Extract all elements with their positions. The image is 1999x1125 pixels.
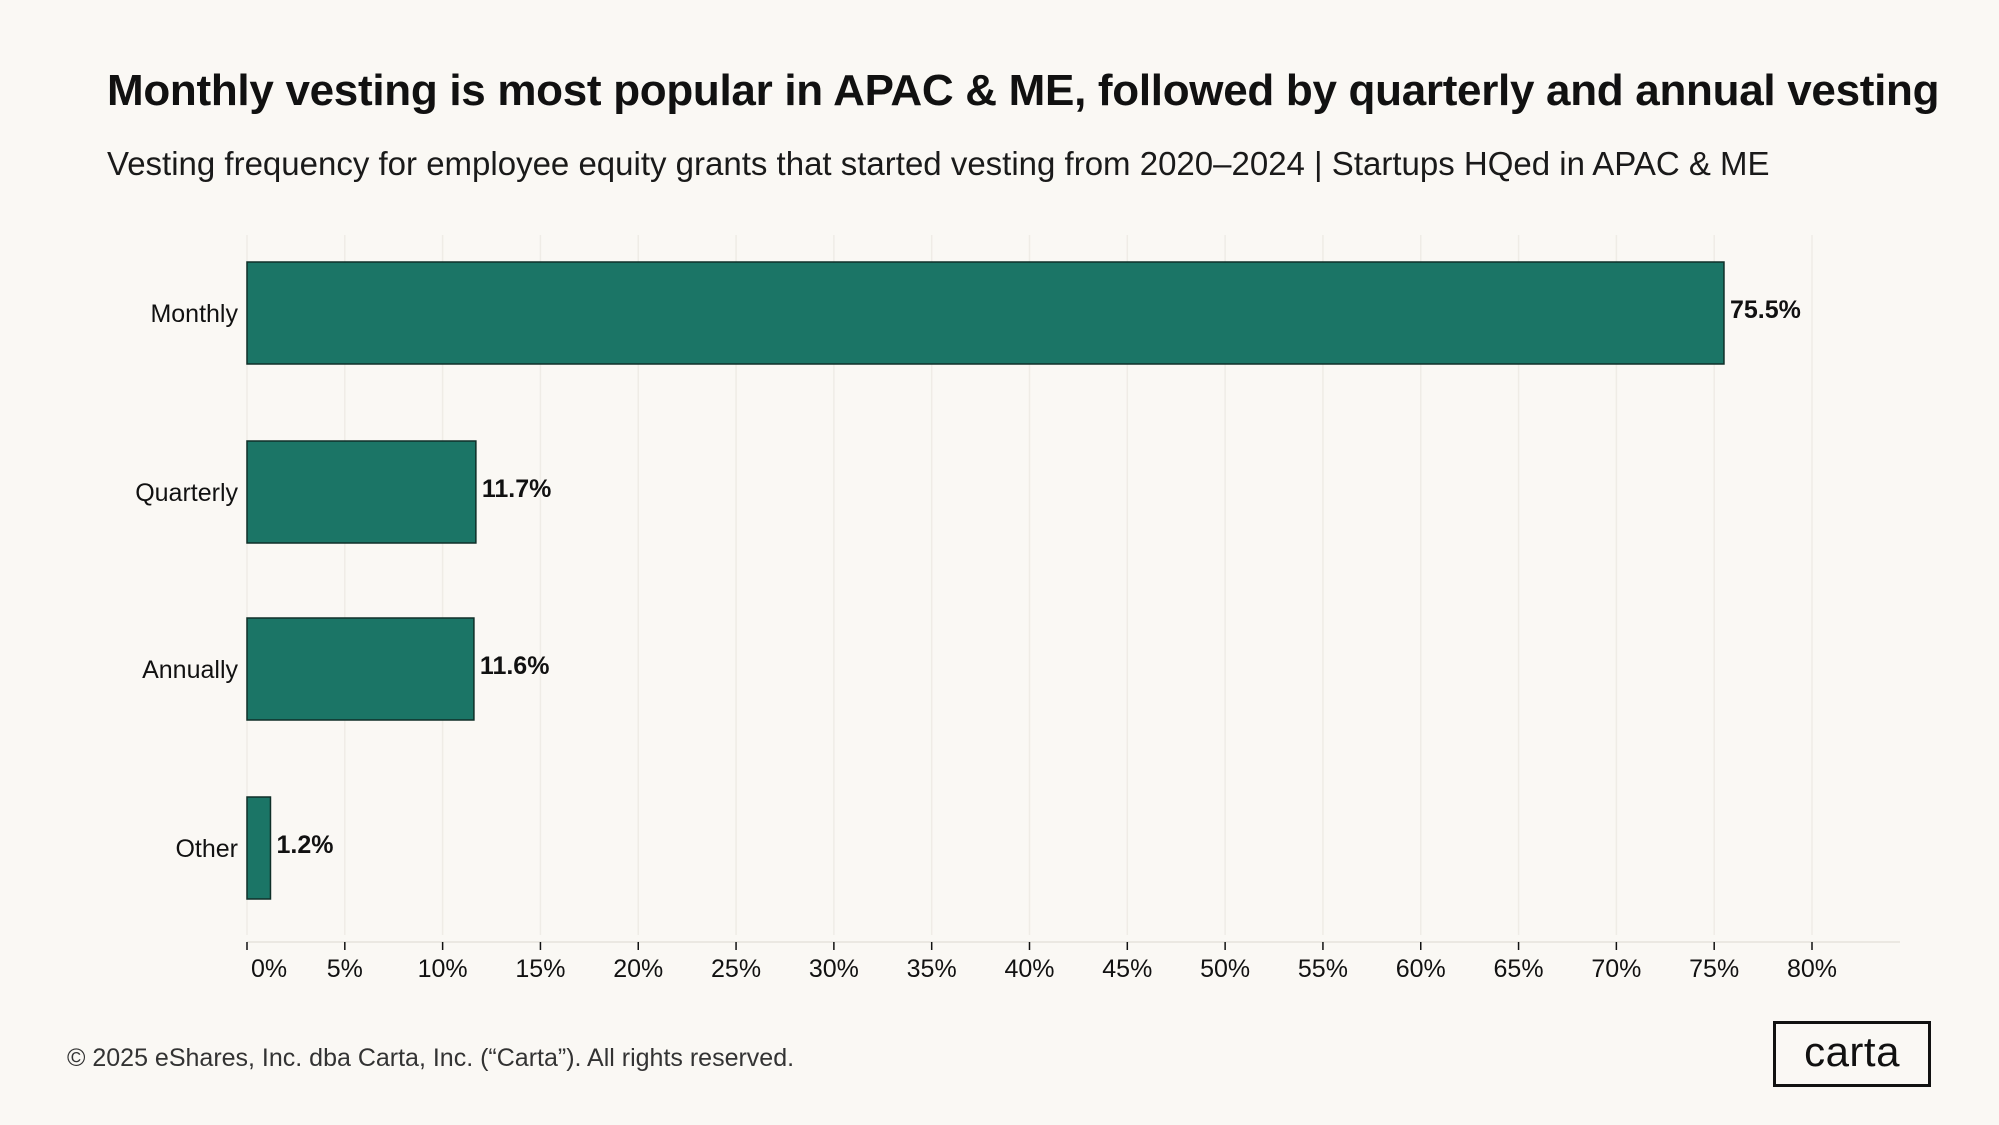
bar-other [246,796,272,900]
category-label: Quarterly [135,479,238,507]
x-tick-label: 15% [515,955,565,983]
bar-annually [246,617,475,721]
chart-subtitle: Vesting frequency for employee equity gr… [107,145,1770,182]
copyright-footer: © 2025 eShares, Inc. dba Carta, Inc. (“C… [67,1044,795,1072]
x-tick-label: 25% [711,955,761,983]
category-label: Monthly [150,300,238,328]
chart-title: Monthly vesting is most popular in APAC … [107,66,1940,115]
data-label: 1.2% [276,831,333,859]
category-label: Annually [142,656,238,684]
x-tick-label: 75% [1689,955,1739,983]
x-tick-label: 50% [1200,955,1250,983]
x-tick-label: 70% [1591,955,1641,983]
x-tick-label: 65% [1494,955,1544,983]
bar-quarterly [246,440,477,544]
x-tick-label: 0% [251,955,287,983]
x-tick-label: 80% [1787,955,1837,983]
x-tick-label: 55% [1298,955,1348,983]
x-tick-label: 10% [418,955,468,983]
bar-chart: 0% 5% 10% 15% 20% 25% 30% 35% 40% 45% 50% 55% 60% 65%… [135,235,1900,983]
x-tick-label: 30% [809,955,859,983]
x-tick-label: 20% [613,955,663,983]
bar-monthly [246,261,1725,365]
category-label: Other [175,835,238,863]
x-tick-label: 5% [327,955,363,983]
carta-logo: carta [1773,1021,1931,1087]
x-tick-label: 40% [1004,955,1054,983]
data-label: 11.6% [480,652,550,680]
x-tick-label: 60% [1396,955,1446,983]
x-tick-label: 45% [1102,955,1152,983]
x-tick-label: 35% [907,955,957,983]
data-label: 75.5% [1730,296,1801,324]
data-label: 11.7% [482,475,552,503]
